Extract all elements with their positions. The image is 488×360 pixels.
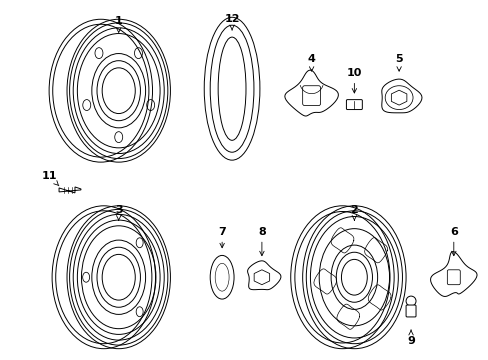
Polygon shape xyxy=(247,261,280,290)
Text: 8: 8 xyxy=(258,226,265,256)
Polygon shape xyxy=(390,90,406,105)
FancyBboxPatch shape xyxy=(346,100,362,109)
FancyBboxPatch shape xyxy=(447,270,459,285)
Ellipse shape xyxy=(405,296,415,306)
Text: 12: 12 xyxy=(224,14,239,30)
Ellipse shape xyxy=(204,17,260,160)
Ellipse shape xyxy=(210,255,234,299)
Polygon shape xyxy=(429,252,476,297)
Text: 4: 4 xyxy=(307,54,315,71)
Text: 10: 10 xyxy=(346,68,361,93)
Ellipse shape xyxy=(385,86,412,109)
Polygon shape xyxy=(284,70,338,116)
Text: 3: 3 xyxy=(115,205,122,220)
Ellipse shape xyxy=(218,37,245,140)
Ellipse shape xyxy=(210,25,253,152)
FancyBboxPatch shape xyxy=(405,305,415,317)
Text: 2: 2 xyxy=(350,205,358,220)
Polygon shape xyxy=(381,79,421,113)
FancyBboxPatch shape xyxy=(302,86,320,105)
Text: 7: 7 xyxy=(218,226,225,248)
Text: 5: 5 xyxy=(394,54,402,71)
Ellipse shape xyxy=(215,264,228,291)
Text: 1: 1 xyxy=(115,16,122,32)
Text: 11: 11 xyxy=(41,171,59,186)
Text: 9: 9 xyxy=(407,330,414,346)
Text: 6: 6 xyxy=(449,226,457,256)
Polygon shape xyxy=(254,270,269,285)
Polygon shape xyxy=(59,187,81,193)
